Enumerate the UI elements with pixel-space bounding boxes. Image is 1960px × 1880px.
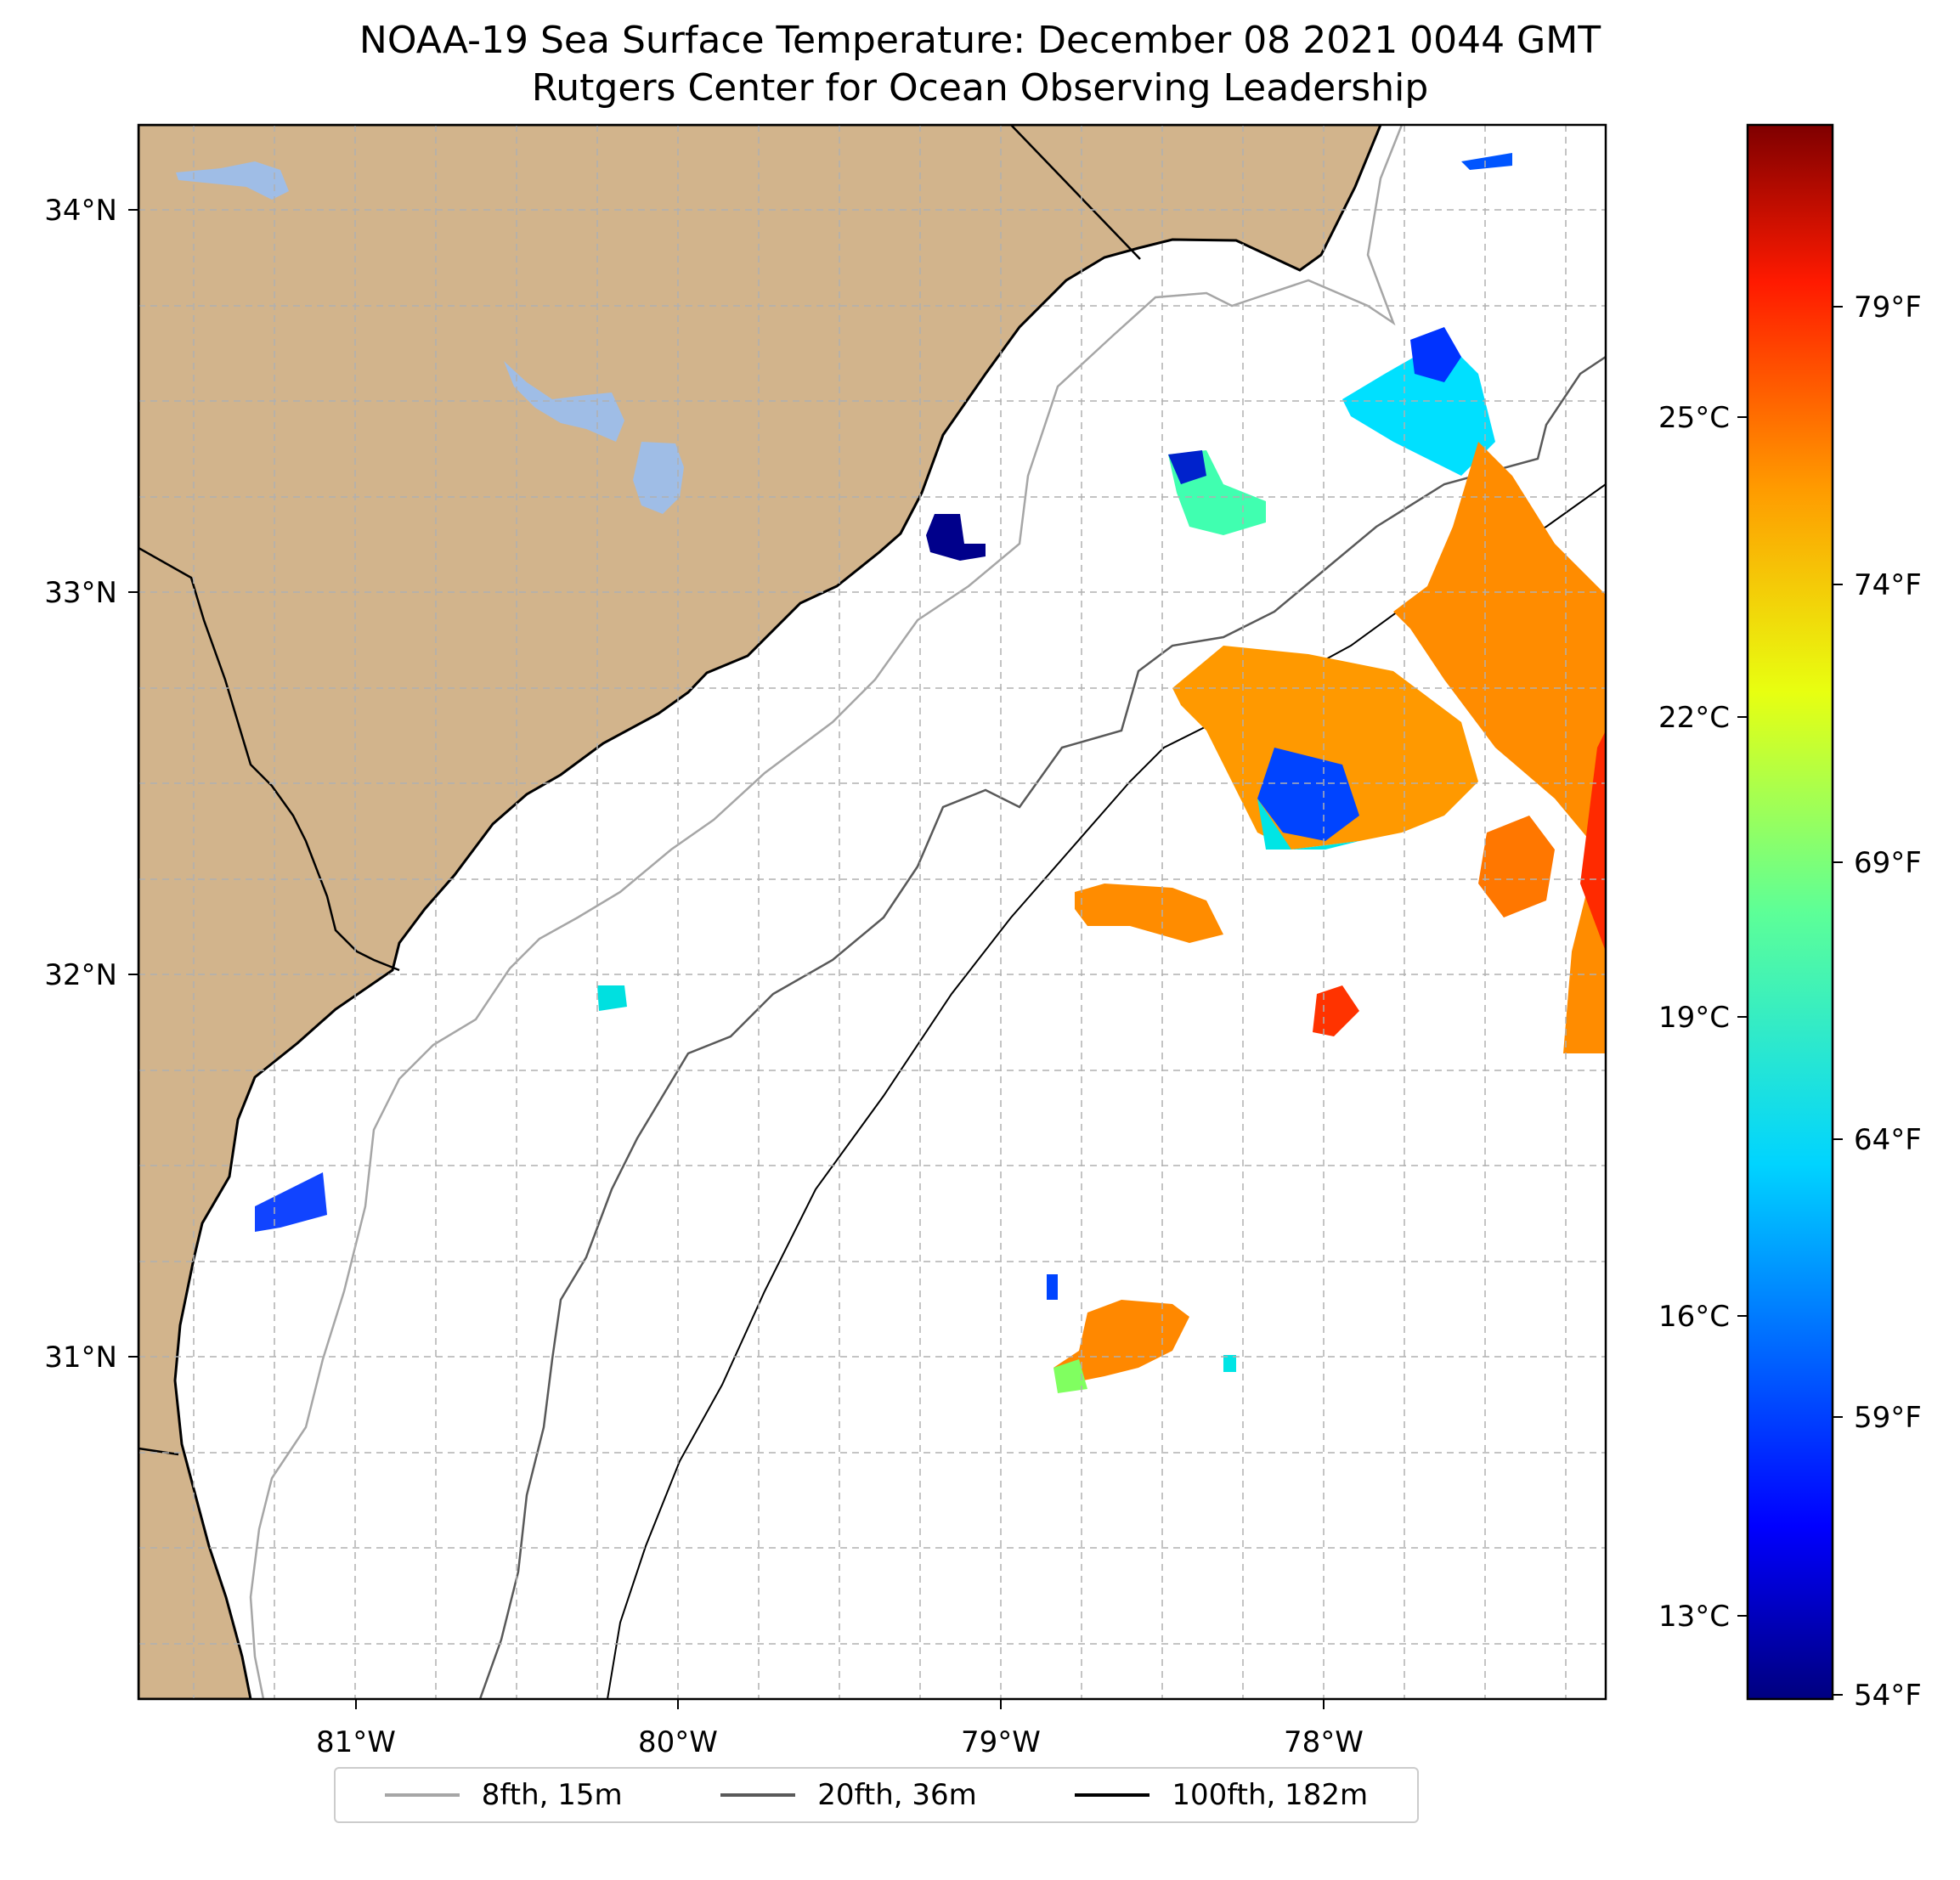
state-boundary-ga-fl [138,1447,179,1456]
colorbar-c-label-19: 19°C [1658,1001,1730,1035]
sst-patch-st-helena [255,1172,327,1232]
sst-patch-cape-fear-north [1342,340,1495,476]
sst-patch-ne-corner [1461,153,1512,170]
colorbar-c-label-16: 16°C [1658,1300,1730,1334]
chart-subtitle: Rutgers Center for Ocean Observing Leade… [531,66,1429,110]
lake-north [176,161,289,200]
lon-axis [355,1699,1325,1709]
isobath-20fth [478,355,1606,1699]
lat-label-31: 31°N [44,1341,117,1375]
sst-patch-north-island-cold [1168,450,1206,484]
state-boundary-nc-sc [1010,125,1141,260]
lake-marion [504,361,624,442]
chart-title: NOAA-19 Sea Surface Temperature: Decembe… [359,19,1601,62]
sst-patch-central-cold [1257,748,1359,841]
sst-patch-east-spots [1478,816,1555,917]
sst-patch-south-blue [1047,1274,1058,1300]
lat-label-32: 32°N [44,958,117,992]
sst-patch-central-mid [1257,799,1359,850]
legend-item-8fth: 8fth, 15m [384,1778,623,1812]
sst-patch-south-cyan [1223,1355,1236,1372]
lon-label-81: 81°W [316,1725,396,1759]
colorbar-celsius-ticks [1737,416,1748,1617]
sst-data-layer [255,153,1606,1393]
colorbar-f-label-54: 54°F [1854,1679,1922,1713]
colorbar [1746,123,1834,1701]
sst-patch-west-small [597,985,627,1011]
colorbar-c-label-13: 13°C [1658,1600,1730,1634]
legend-line-8fth [384,1793,460,1797]
legend-line-20fth [720,1793,796,1797]
colorbar-f-label-74: 74°F [1854,568,1922,602]
lon-label-78: 78°W [1284,1725,1364,1759]
sst-patch-gulfstream-main [1393,442,1606,1053]
legend-label-100fth: 100fth, 182m [1172,1778,1369,1812]
legend-item-100fth: 100fth, 182m [1075,1778,1368,1812]
legend: 8fth, 15m 20fth, 36m 100fth, 182m [334,1767,1419,1823]
lat-label-34: 34°N [44,194,117,228]
legend-label-20fth: 20fth, 36m [817,1778,977,1812]
lon-label-79: 79°W [961,1725,1041,1759]
lake-moultrie [633,442,684,514]
sst-patch-central-east [1172,646,1478,850]
colorbar-f-label-79: 79°F [1854,291,1922,325]
colorbar-fahrenheit-ticks [1833,306,1843,1696]
sst-patch-cape-fear-cold [1410,327,1461,382]
sst-patch-mid-west [1075,884,1223,943]
lon-label-80: 80°W [638,1725,718,1759]
legend-label-8fth: 8fth, 15m [481,1778,623,1812]
isobath-100fth [607,483,1606,1699]
sst-patch-gulfstream-core [1580,731,1606,951]
map-frame [137,123,1607,1701]
land-area [138,125,1382,1699]
colorbar-c-label-25: 25°C [1658,401,1730,435]
state-boundary-sc-ga [138,546,400,972]
colorbar-f-label-69: 69°F [1854,846,1922,880]
isobath-8fth [249,125,1404,1699]
legend-item-20fth: 20fth, 36m [720,1778,977,1812]
lat-label-33: 33°N [44,576,117,610]
lat-axis [128,209,138,1358]
sst-patch-winyah-bay [926,514,986,561]
gridlines [138,125,1606,1699]
colorbar-f-label-59: 59°F [1854,1401,1922,1435]
sst-patch-south [1053,1300,1189,1385]
colorbar-c-label-22: 22°C [1658,701,1730,735]
legend-line-100fth [1075,1793,1150,1797]
colorbar-f-label-64: 64°F [1854,1123,1922,1157]
sst-patch-south-green [1053,1359,1087,1393]
